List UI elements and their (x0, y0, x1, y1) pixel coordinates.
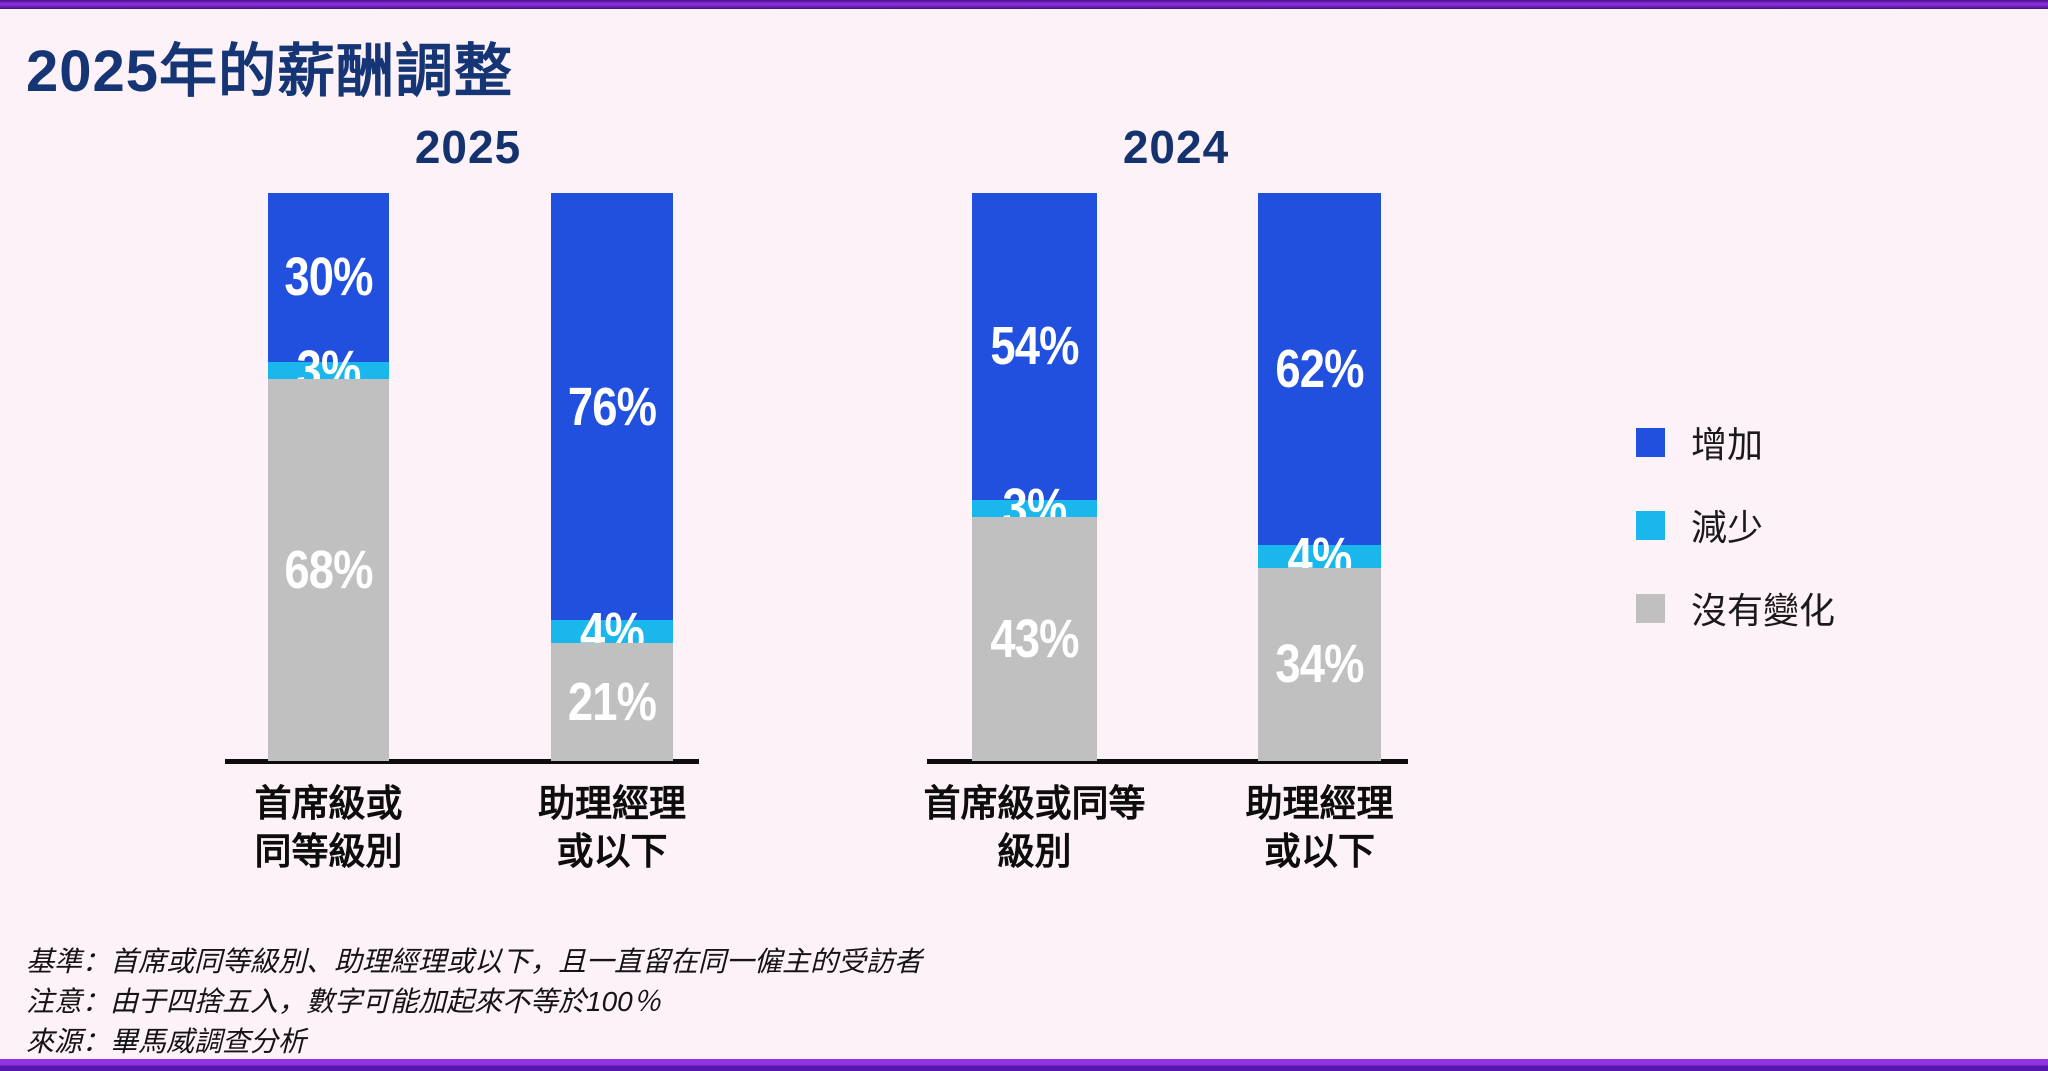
legend-label: 減少 (1691, 507, 1764, 548)
page-title: 2025年的薪酬調整 (26, 39, 514, 104)
legend-item-increase: 增加 (1636, 424, 1835, 465)
segment-no_change (551, 642, 673, 761)
segment-increase (1258, 193, 1381, 546)
segment-no_change (268, 378, 389, 761)
stacked-bar: 30% 3% 68% (268, 193, 389, 761)
segment-decrease (972, 499, 1097, 517)
stacked-bar: 54% 3% 43% (972, 193, 1097, 761)
bottom-border-rule (0, 1059, 2048, 1071)
segment-value-label: 34% (1275, 634, 1364, 695)
segment-increase (972, 193, 1097, 500)
category-label: 首席級或 同等級別 (254, 783, 403, 872)
segment-no_change (972, 516, 1097, 761)
legend-swatch-increase (1636, 427, 1665, 457)
x-axis-line (225, 759, 699, 764)
category-label: 助理經理 或以下 (538, 783, 686, 872)
segment-value-label: 43% (990, 608, 1079, 669)
group-heading-2024: 2024 (1122, 121, 1230, 173)
segment-decrease (1258, 545, 1381, 568)
x-axis-line (927, 759, 1408, 764)
segment-no_change (1258, 567, 1381, 761)
segment-value-label: 68% (284, 539, 373, 600)
stacked-bar: 62% 4% 34% (1258, 193, 1381, 761)
legend-swatch-no_change (1636, 593, 1665, 623)
segment-value-label: 76% (567, 376, 657, 437)
chart-legend: 增加 減少 沒有變化 (1636, 424, 1835, 673)
legend-label: 沒有變化 (1691, 590, 1836, 631)
group-heading-2025: 2025 (414, 121, 522, 173)
segment-increase (268, 193, 389, 362)
stacked-bar: 76% 4% 21% (551, 193, 673, 761)
segment-decrease (268, 361, 389, 379)
legend-swatch-decrease (1636, 510, 1665, 540)
footnote-line: 來源：畢馬威調查分析 (26, 1026, 307, 1057)
legend-label: 增加 (1691, 424, 1764, 465)
segment-value-label: 21% (567, 671, 657, 732)
top-border-rule (0, 0, 2048, 9)
segment-increase (551, 193, 673, 621)
footnotes: 基準：首席或同等級別、助理經理或以下，且一直留在同一僱主的受訪者 注意：由于四捨五… (26, 942, 922, 1062)
footnote-line: 基準：首席或同等級別、助理經理或以下，且一直留在同一僱主的受訪者 (26, 946, 923, 977)
category-label: 首席級或同等 級別 (923, 783, 1146, 872)
segment-value-label: 54% (990, 316, 1079, 377)
category-label: 助理經理 或以下 (1245, 783, 1394, 872)
segment-value-label: 30% (284, 247, 373, 308)
segment-value-label: 62% (1275, 339, 1364, 400)
legend-item-no_change: 沒有變化 (1636, 590, 1835, 631)
footnote-line: 注意：由于四捨五入，數字可能加起來不等於100％ (26, 986, 661, 1017)
legend-item-decrease: 減少 (1636, 507, 1835, 548)
segment-decrease (551, 620, 673, 643)
